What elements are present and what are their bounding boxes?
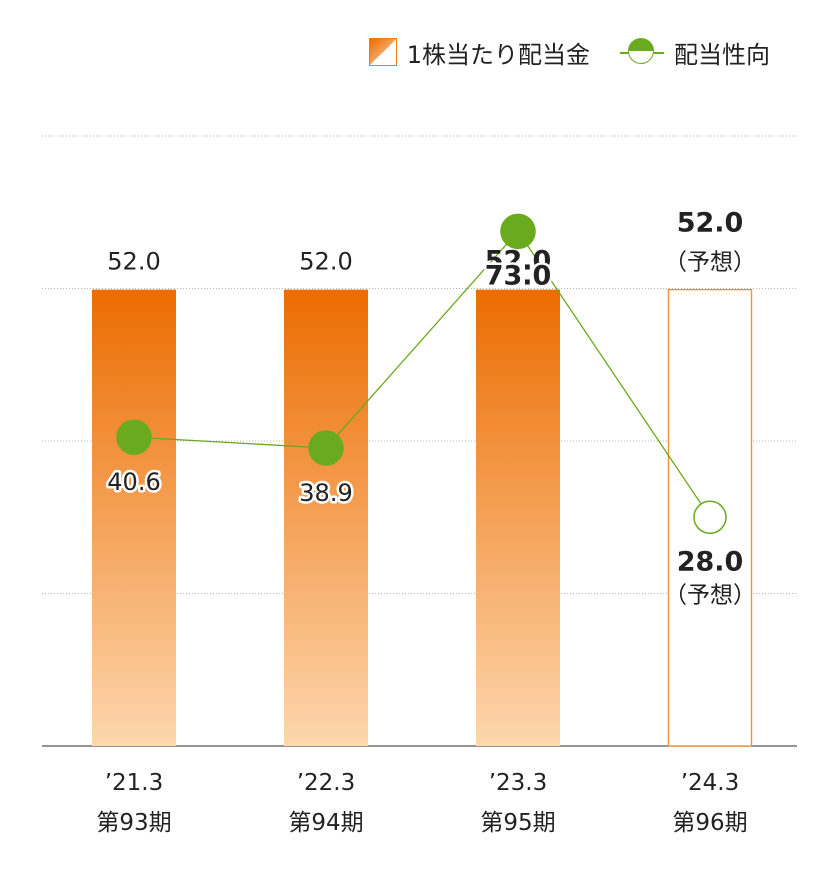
payout-ratio-point — [308, 430, 344, 466]
period-label: 第94期 — [288, 810, 363, 836]
dividend-value-label: 52.0 — [677, 208, 744, 239]
payout-ratio-value-label: 73.0 — [485, 260, 552, 291]
period-label: 第93期 — [96, 810, 171, 836]
period-label: 第96期 — [672, 810, 747, 836]
payout-ratio-point — [500, 213, 536, 250]
payout-ratio-line-segment — [325, 230, 519, 449]
payout-ratio-point — [116, 419, 152, 455]
payout-ratio-point — [693, 500, 727, 534]
dividend-bar — [476, 289, 560, 746]
dividend-bar — [92, 289, 176, 746]
x-tick-label: ’23.3 — [489, 770, 548, 796]
dividend-value-label: 52.0 — [485, 246, 552, 277]
forecast-note-label: （予想） — [664, 250, 756, 276]
payout-ratio-line-segment — [517, 230, 711, 518]
dividend-bar — [284, 289, 368, 746]
forecast-note-label: （予想） — [664, 582, 756, 608]
period-label: 第95期 — [480, 810, 555, 836]
legend-label-payout-ratio: 配当性向 — [674, 40, 770, 69]
payout-ratio-value-label: 28.0 — [677, 546, 744, 577]
legend: 1株当たり配当金 配当性向 — [368, 32, 770, 72]
line-marker-icon — [620, 38, 664, 66]
bar-swatch-icon — [368, 38, 397, 66]
x-tick-label: ’22.3 — [297, 770, 356, 796]
legend-item-dividend: 1株当たり配当金 — [368, 35, 590, 70]
x-tick-label: ’21.3 — [105, 770, 164, 796]
payout-ratio-value-label: 40.6 — [107, 468, 160, 496]
payout-ratio-value-label: 38.9 — [299, 479, 352, 507]
legend-item-payout-ratio: 配当性向 — [590, 35, 770, 70]
dividend-value-label: 52.0 — [107, 248, 160, 276]
x-tick-label: ’24.3 — [681, 770, 740, 796]
legend-label-dividend: 1株当たり配当金 — [406, 40, 590, 69]
payout-ratio-line-segment — [133, 436, 327, 449]
dividend-value-label: 52.0 — [299, 248, 352, 276]
